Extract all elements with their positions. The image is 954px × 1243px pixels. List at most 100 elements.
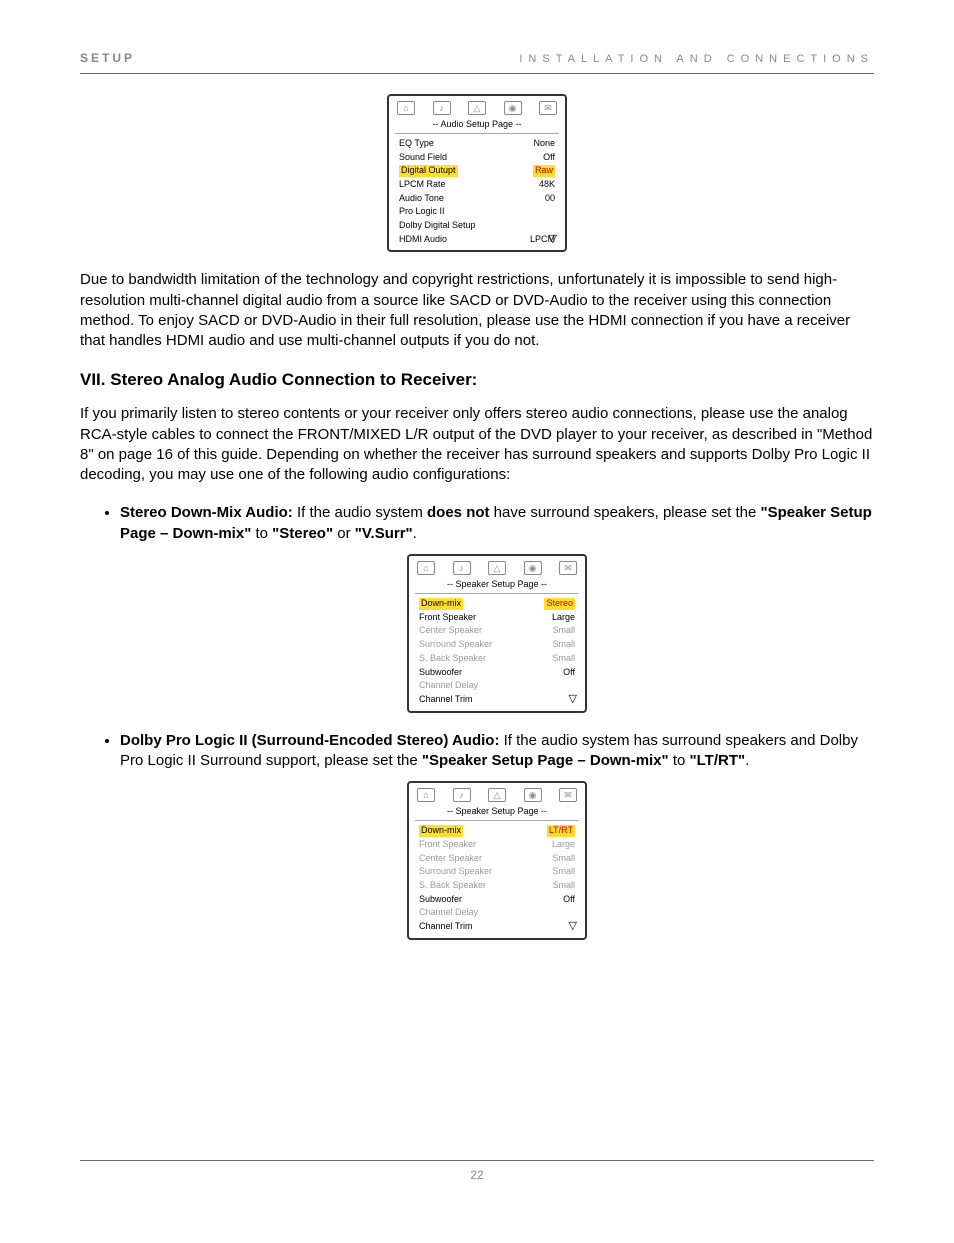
menu-row: Surround Speaker Small (415, 638, 579, 652)
panel-rows: Down-mixStereoFront SpeakerLargeCenter S… (415, 597, 579, 707)
menu-row: Audio Tone 00 (395, 192, 559, 206)
menu-row-value: Raw (533, 165, 555, 177)
tab-icon-video: △ (488, 788, 506, 802)
speaker-setup-panel-stereo: ⌂ ♪ △ ◉ ✉ -- Speaker Setup Page -- Down-… (407, 554, 587, 713)
menu-row-label: Surround Speaker (419, 639, 492, 651)
tab-icon-audio: ♪ (433, 101, 451, 115)
panel-rows: Down-mixLT/RTFront SpeakerLargeCenter Sp… (415, 824, 579, 934)
menu-row: Channel Delay (415, 679, 579, 693)
tab-icon-misc: ✉ (559, 561, 577, 575)
menu-row: Pro Logic II (395, 205, 559, 219)
menu-row-value: Off (563, 667, 575, 679)
menu-row-label: Channel Trim (419, 921, 473, 933)
menu-row: Channel Trim (415, 693, 579, 707)
scroll-down-icon: ▽ (569, 692, 577, 707)
tab-icon-general: ⌂ (417, 788, 435, 802)
menu-row: Center Speaker Small (415, 624, 579, 638)
menu-row-label: Front Speaker (419, 612, 476, 624)
tab-icon-general: ⌂ (417, 561, 435, 575)
menu-row: HDMI AudioLPCM (395, 233, 559, 247)
tab-icon-audio: ♪ (453, 788, 471, 802)
tab-icon-general: ⌂ (397, 101, 415, 115)
menu-row-label: Down-mix (419, 598, 463, 610)
speaker-setup-panel-ltrt: ⌂ ♪ △ ◉ ✉ -- Speaker Setup Page -- Down-… (407, 781, 587, 940)
menu-row-label: Audio Tone (399, 193, 444, 205)
menu-row: Digital Outupt Raw (395, 164, 559, 178)
menu-row-label: LPCM Rate (399, 179, 446, 191)
menu-row-label: Channel Delay (419, 907, 478, 919)
audio-setup-panel: ⌂ ♪ △ ◉ ✉ -- Audio Setup Page -- EQ Type… (387, 94, 567, 253)
tab-icon-speaker: ◉ (524, 788, 542, 802)
panel-title: -- Audio Setup Page -- (395, 118, 559, 134)
tab-icon-speaker: ◉ (524, 561, 542, 575)
menu-row-label: Digital Outupt (399, 165, 458, 177)
menu-row-value: Large (552, 612, 575, 624)
menu-row-value: None (533, 138, 555, 150)
menu-row-value: Small (552, 639, 575, 651)
tab-icon-speaker: ◉ (504, 101, 522, 115)
panel-tabs: ⌂ ♪ △ ◉ ✉ (395, 101, 559, 118)
menu-row-value: Small (552, 880, 575, 892)
panel-rows: EQ Type None Sound Field Off Digital Outupt R… (395, 137, 559, 247)
menu-row-label: Front Speaker (419, 839, 476, 851)
menu-row-value: Small (552, 853, 575, 865)
menu-row: Sound Field Off (395, 151, 559, 165)
tab-icon-video: △ (468, 101, 486, 115)
scroll-down-icon: ▽ (549, 232, 557, 247)
menu-row: Dolby Digital Setup (395, 219, 559, 233)
panel-title: -- Speaker Setup Page -- (415, 805, 579, 821)
menu-row-value: Off (563, 894, 575, 906)
panel-tabs: ⌂ ♪ △ ◉ ✉ (415, 561, 579, 578)
page-header: SETUP INSTALLATION AND CONNECTIONS (80, 50, 874, 67)
stereo-intro-paragraph: If you primarily listen to stereo conten… (80, 404, 874, 485)
menu-row: Subwoofer Off (415, 666, 579, 680)
menu-row: Center Speaker Small (415, 852, 579, 866)
menu-row-label: Center Speaker (419, 853, 482, 865)
panel-tabs: ⌂ ♪ △ ◉ ✉ (415, 788, 579, 805)
menu-row-label: Surround Speaker (419, 866, 492, 878)
section-heading-stereo: VII. Stereo Analog Audio Connection to R… (80, 369, 874, 392)
menu-row-label: Down-mix (419, 825, 463, 837)
scroll-down-icon: ▽ (569, 919, 577, 934)
menu-row-label: Sound Field (399, 152, 447, 164)
header-rule (80, 73, 874, 74)
menu-row: Front Speaker Large (415, 838, 579, 852)
bullet-stereo-downmix: Stereo Down-Mix Audio: If the audio syst… (120, 503, 874, 712)
menu-row-label: Pro Logic II (399, 206, 445, 218)
menu-row-label: Subwoofer (419, 667, 462, 679)
menu-row-label: Center Speaker (419, 625, 482, 637)
menu-row-value: Small (552, 653, 575, 665)
menu-row-value: 00 (545, 193, 555, 205)
menu-row-label: Subwoofer (419, 894, 462, 906)
menu-row-value: Small (552, 866, 575, 878)
menu-row: Front Speaker Large (415, 611, 579, 625)
tab-icon-audio: ♪ (453, 561, 471, 575)
menu-row: S. Back Speaker Small (415, 652, 579, 666)
menu-row-label: Dolby Digital Setup (399, 220, 476, 232)
menu-row-value: Stereo (544, 598, 575, 610)
menu-row: Down-mix LT/RT (415, 824, 579, 838)
tab-icon-misc: ✉ (539, 101, 557, 115)
header-right: INSTALLATION AND CONNECTIONS (519, 52, 874, 67)
bandwidth-paragraph: Due to bandwidth limitation of the techn… (80, 270, 874, 351)
tab-icon-video: △ (488, 561, 506, 575)
menu-row-label: S. Back Speaker (419, 653, 486, 665)
bullet1-not: does not (427, 504, 490, 521)
menu-row: Channel Trim (415, 920, 579, 934)
menu-row: Subwoofer Off (415, 893, 579, 907)
footer-rule (80, 1160, 874, 1161)
menu-row-label: S. Back Speaker (419, 880, 486, 892)
menu-row: LPCM Rate 48K (395, 178, 559, 192)
panel-title: -- Speaker Setup Page -- (415, 578, 579, 594)
menu-row: S. Back Speaker Small (415, 879, 579, 893)
menu-row-value: 48K (539, 179, 555, 191)
bullet-prologic: Dolby Pro Logic II (Surround-Encoded Ste… (120, 731, 874, 940)
page-number: 22 (80, 1167, 874, 1183)
menu-row-label: EQ Type (399, 138, 434, 150)
menu-row-value: Small (552, 625, 575, 637)
menu-row-value: Large (552, 839, 575, 851)
menu-row-value: Off (543, 152, 555, 164)
menu-row-value: LT/RT (547, 825, 575, 837)
bullet2-lead: Dolby Pro Logic II (Surround-Encoded Ste… (120, 732, 499, 749)
menu-row: Down-mix Stereo (415, 597, 579, 611)
